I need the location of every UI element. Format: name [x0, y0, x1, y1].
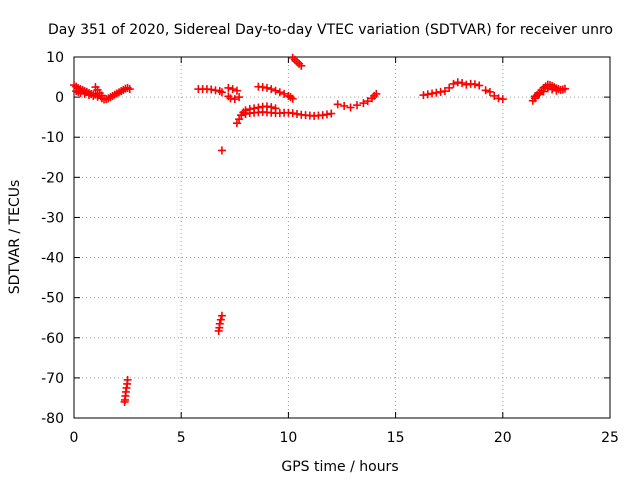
data-point — [89, 91, 98, 100]
data-point — [258, 83, 267, 92]
data-point — [530, 92, 539, 101]
data-point — [318, 111, 327, 120]
data-point — [353, 101, 362, 110]
data-point — [539, 87, 548, 96]
data-point — [485, 87, 494, 96]
data-point — [224, 83, 233, 92]
y-tick-label: 10 — [46, 50, 64, 66]
data-point — [267, 85, 276, 94]
data-point — [232, 86, 241, 95]
data-point — [230, 95, 239, 104]
data-point — [322, 110, 331, 119]
data-point — [543, 84, 552, 93]
data-points — [70, 53, 569, 406]
data-point — [288, 94, 297, 103]
data-point — [271, 86, 280, 95]
ticks — [73, 56, 611, 419]
data-point — [346, 103, 355, 112]
data-point — [359, 99, 368, 108]
data-point — [235, 93, 244, 102]
x-tick-label: 20 — [494, 430, 512, 446]
data-point — [548, 85, 557, 94]
data-point — [125, 85, 134, 94]
y-tick-label: -30 — [41, 210, 64, 226]
data-point — [76, 89, 85, 98]
data-point — [80, 89, 89, 98]
data-point — [475, 81, 484, 90]
x-axis-label: GPS time / hours — [281, 459, 398, 475]
data-point — [120, 397, 129, 406]
data-point — [235, 115, 244, 124]
data-point — [333, 100, 342, 109]
data-point — [458, 79, 467, 88]
y-tick-label: -20 — [41, 170, 64, 186]
data-point — [440, 87, 449, 96]
data-point — [262, 83, 271, 92]
data-point — [292, 109, 301, 118]
data-point — [232, 119, 241, 128]
y-tick-label: 0 — [55, 90, 64, 106]
data-point — [85, 91, 94, 100]
plot-frame — [73, 56, 611, 419]
data-point — [241, 109, 250, 118]
data-point — [432, 88, 441, 97]
data-point — [363, 97, 372, 106]
data-point — [297, 61, 306, 70]
y-tick-label: -80 — [41, 411, 64, 427]
data-point — [214, 326, 223, 335]
data-point — [228, 85, 237, 94]
data-point — [217, 311, 226, 320]
data-point — [288, 109, 297, 118]
data-point — [280, 89, 289, 98]
y-axis-label: SDTVAR / TECUs — [7, 180, 23, 295]
data-point — [445, 83, 454, 92]
data-point — [535, 90, 544, 99]
y-tick-label: -10 — [41, 130, 64, 146]
data-point — [217, 146, 226, 155]
data-point — [498, 95, 507, 104]
data-point — [552, 86, 561, 95]
data-point — [216, 315, 225, 324]
y-tick-label: -60 — [41, 331, 64, 347]
data-point — [436, 87, 445, 96]
data-point — [419, 91, 428, 100]
data-point — [226, 94, 235, 103]
data-point — [327, 109, 336, 118]
data-point — [275, 88, 284, 97]
x-tick-label: 5 — [177, 430, 186, 446]
data-point — [462, 80, 471, 89]
x-tick-label: 10 — [279, 430, 297, 446]
data-point — [490, 91, 499, 100]
data-point — [211, 86, 220, 95]
data-point — [470, 80, 479, 89]
x-tick-label: 15 — [387, 430, 405, 446]
data-point — [207, 85, 216, 94]
data-point — [494, 94, 503, 103]
data-point — [372, 89, 381, 98]
grid — [74, 57, 610, 418]
y-tick-label: -50 — [41, 291, 64, 307]
data-point — [428, 89, 437, 98]
x-tick-label: 25 — [601, 430, 619, 446]
data-point — [423, 90, 432, 99]
chart-title: Day 351 of 2020, Sidereal Day-to-day VTE… — [48, 22, 613, 38]
data-point — [449, 79, 458, 88]
tick-labels: 0 5 10 15 20 25 -80 -70 -60 -50 -40 -30 -20 -10 0 10 — [41, 50, 619, 446]
data-point — [217, 88, 226, 97]
data-point — [237, 111, 246, 120]
y-tick-label: -40 — [41, 251, 64, 267]
x-tick-label: 0 — [70, 430, 79, 446]
data-point — [453, 78, 462, 87]
data-point — [340, 101, 349, 110]
data-point — [560, 84, 569, 93]
y-tick-label: -70 — [41, 371, 64, 387]
data-point — [481, 86, 490, 95]
